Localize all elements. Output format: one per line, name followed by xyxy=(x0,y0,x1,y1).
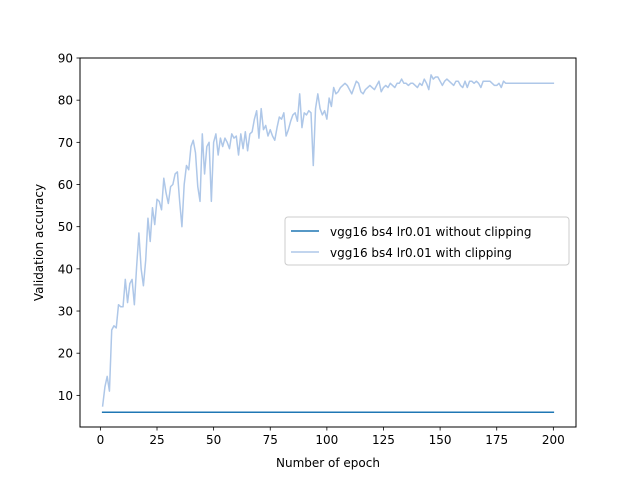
y-tick-label: 10 xyxy=(58,389,73,403)
x-axis-label: Number of epoch xyxy=(276,456,380,470)
series-line-with-clipping xyxy=(101,74,555,407)
x-tick-label: 200 xyxy=(542,433,565,447)
y-tick-label: 90 xyxy=(58,52,73,66)
legend-frame xyxy=(284,216,570,266)
legend: vgg16 bs4 lr0.01 without clipping vgg16 … xyxy=(284,216,570,266)
axes-frame xyxy=(79,57,577,428)
y-tick-label: 80 xyxy=(58,94,73,108)
y-tick-label: 60 xyxy=(58,178,73,192)
y-tick-label: 30 xyxy=(58,305,73,319)
y-tick-label: 40 xyxy=(58,262,73,276)
y-axis-label: Validation accuracy xyxy=(32,184,46,301)
x-axis: 0 25 50 75 100 125 150 175 200 xyxy=(97,427,565,447)
x-tick-label: 150 xyxy=(429,433,452,447)
x-tick-label: 50 xyxy=(206,433,221,447)
y-tick-label: 70 xyxy=(58,136,73,150)
x-tick-label: 100 xyxy=(315,433,338,447)
y-axis: 10 20 30 40 50 60 70 80 90 xyxy=(58,52,80,403)
y-tick-label: 20 xyxy=(58,347,73,361)
y-tick-label: 50 xyxy=(58,220,73,234)
x-tick-label: 175 xyxy=(485,433,508,447)
x-tick-label: 125 xyxy=(372,433,395,447)
x-tick-label: 25 xyxy=(149,433,164,447)
x-tick-label: 75 xyxy=(263,433,278,447)
legend-label-with-clipping: vgg16 bs4 lr0.01 with clipping xyxy=(330,246,512,260)
plot-area xyxy=(101,74,555,413)
x-tick-label: 0 xyxy=(97,433,105,447)
legend-label-without-clipping: vgg16 bs4 lr0.01 without clipping xyxy=(330,225,532,239)
